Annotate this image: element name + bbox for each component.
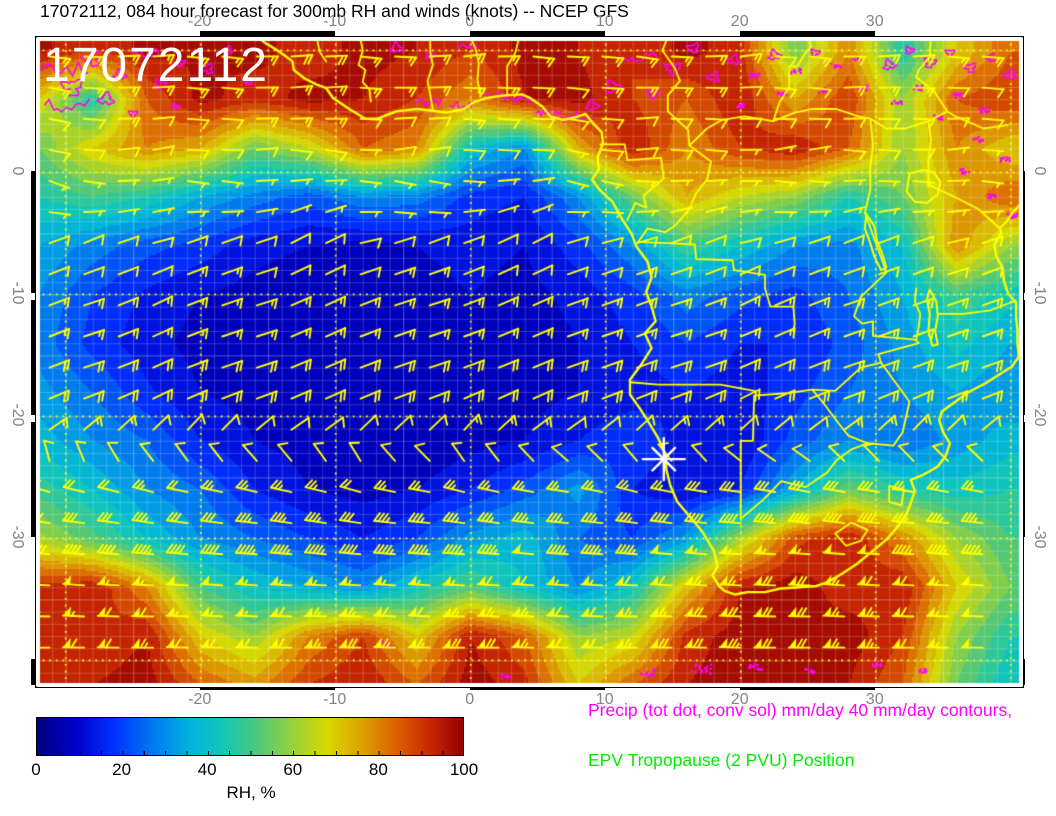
- colorbar-axis-label: RH, %: [226, 783, 276, 802]
- top-axis-tick-label: 10: [595, 13, 614, 30]
- frame-tick-bar: [739, 31, 875, 37]
- map-frame: [35, 36, 1024, 688]
- bottom-axis-tick-label: 10: [595, 691, 614, 708]
- right-axis-tick-label: -20: [1031, 403, 1048, 427]
- top-axis-tick-label: 20: [730, 13, 749, 30]
- colorbar-tick-label: 80: [368, 760, 388, 779]
- bottom-axis-tick-label: 30: [865, 691, 884, 708]
- top-axis-tick-label: 0: [465, 13, 475, 30]
- frame-tick-bar: [31, 421, 37, 538]
- right-axis-tick-label: -10: [1031, 281, 1048, 305]
- top-axis-tick-label: -20: [188, 13, 212, 30]
- legend-epv: EPV Tropopause (2 PVU) Position: [588, 750, 855, 770]
- colorbar-minor-ticks: [37, 751, 463, 755]
- left-axis-tick-label: -20: [9, 403, 26, 427]
- run-timestamp-stamp: 17072112: [43, 39, 269, 92]
- bottom-axis-tick-label: -10: [323, 691, 347, 708]
- colorbar-tick-label: 20: [112, 760, 132, 779]
- left-axis-tick-label: -10: [9, 281, 26, 305]
- forecast-map-canvas: [36, 37, 1023, 687]
- frame-tick-bar: [31, 299, 37, 416]
- bottom-axis-tick-label: 20: [730, 691, 749, 708]
- left-axis-tick-label: 0: [9, 166, 26, 176]
- frame-tick-bar: [31, 171, 37, 294]
- colorbar-tick-label: 40: [197, 760, 217, 779]
- colorbar-tick-label: 100: [449, 760, 479, 779]
- top-axis-tick-label: 30: [865, 13, 884, 30]
- colorbar-tick-label: 0: [31, 760, 41, 779]
- bottom-axis-tick-label: -20: [188, 691, 212, 708]
- colorbar-tick-label: 60: [283, 760, 303, 779]
- left-axis-tick-label: -30: [9, 525, 26, 549]
- legend-precip: Precip (tot dot, conv sol) mm/day 40 mm/…: [588, 700, 1013, 720]
- bottom-axis-tick-label: 0: [465, 691, 475, 708]
- frame-tick-bar: [469, 31, 605, 37]
- frame-tick-bar: [31, 659, 37, 686]
- frame-tick-bar: [199, 31, 335, 37]
- rh-colorbar: [36, 717, 464, 756]
- right-axis-tick-label: 0: [1031, 166, 1048, 176]
- right-axis-tick-label: -30: [1031, 525, 1048, 549]
- plot-title: 17072112, 084 hour forecast for 300mb RH…: [40, 1, 629, 21]
- top-axis-tick-label: -10: [323, 13, 347, 30]
